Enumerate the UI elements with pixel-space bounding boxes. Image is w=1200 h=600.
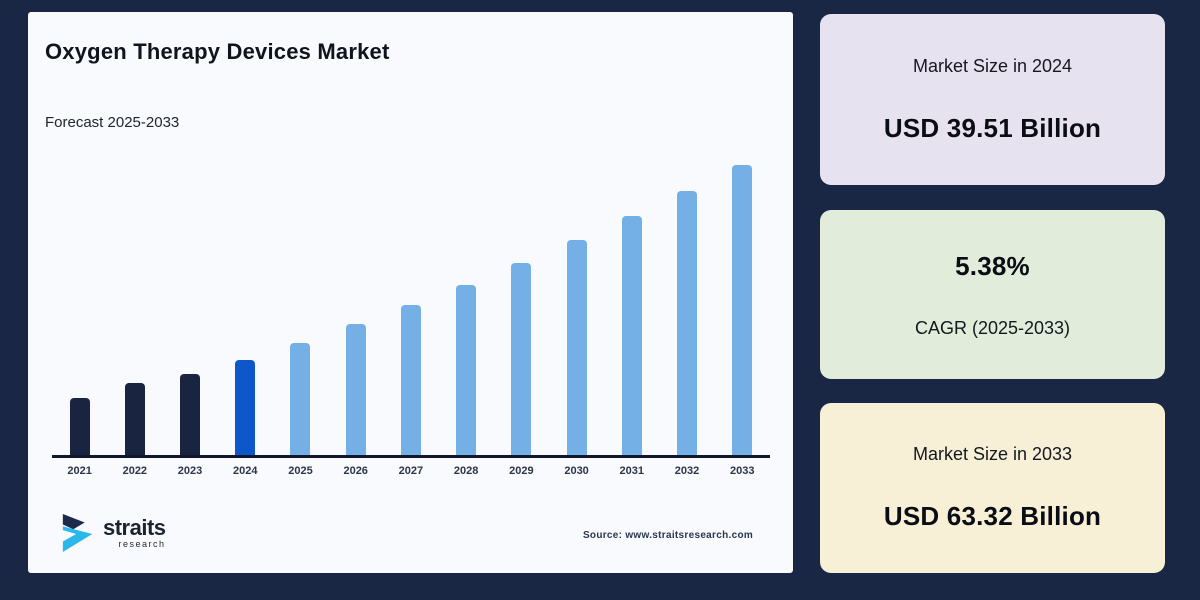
stat-panel-cagr: 5.38% CAGR (2025-2033) bbox=[820, 210, 1165, 379]
x-tick-2023: 2023 bbox=[177, 465, 203, 477]
bar-chart: 2021 2022 2023 2024 2025 2026 2027 2028 2029 2030… bbox=[52, 159, 770, 477]
bar-2023 bbox=[180, 374, 201, 455]
bar-2031 bbox=[621, 216, 642, 455]
bar-2024 bbox=[235, 360, 256, 455]
logo-subtext: research bbox=[118, 539, 166, 549]
x-tick-2024: 2024 bbox=[233, 465, 258, 477]
stat-panel-value: USD 39.51 Billion bbox=[883, 112, 1102, 143]
logo-name: straits bbox=[103, 515, 166, 540]
stat-panel-market-size-2024: Market Size in 2024 USD 39.51 Billion bbox=[820, 14, 1165, 185]
x-tick-2033: 2033 bbox=[729, 465, 755, 477]
chart-card: Oxygen Therapy Devices Market Forecast 2… bbox=[28, 12, 793, 573]
bar-2032 bbox=[677, 191, 698, 455]
bar-2029 bbox=[511, 263, 532, 455]
x-tick-2021: 2021 bbox=[67, 465, 92, 477]
chart-subtitle: Forecast 2025-2033 bbox=[45, 114, 180, 131]
x-tick-2025: 2025 bbox=[288, 465, 313, 477]
bar-2027 bbox=[400, 305, 421, 455]
stat-panel-label: CAGR (2025-2033) bbox=[914, 317, 1071, 338]
bar-2025 bbox=[290, 343, 311, 455]
stat-panel-label: Market Size in 2033 bbox=[912, 444, 1073, 464]
bar-2021 bbox=[69, 398, 90, 455]
stat-panel-label: Market Size in 2024 bbox=[912, 55, 1073, 76]
straits-logo-icon bbox=[62, 514, 93, 552]
stat-panel-value: 5.38% bbox=[955, 250, 1030, 281]
x-tick-2030: 2030 bbox=[564, 465, 589, 477]
x-tick-2028: 2028 bbox=[453, 465, 479, 477]
stat-panel-market-size-2033: Market Size in 2033 USD 63.32 Billion bbox=[820, 403, 1165, 573]
x-tick-2031: 2031 bbox=[619, 465, 645, 477]
bar-2022 bbox=[124, 383, 145, 455]
stat-panel-value: USD 63.32 Billion bbox=[883, 501, 1102, 531]
x-tick-2022: 2022 bbox=[122, 465, 148, 477]
bar-2033 bbox=[732, 165, 753, 455]
x-tick-2026: 2026 bbox=[343, 465, 368, 477]
bar-2030 bbox=[566, 240, 587, 455]
bar-2028 bbox=[456, 285, 477, 455]
x-axis-labels: 2021 2022 2023 2024 2025 2026 2027 2028 2029 2030… bbox=[52, 458, 770, 477]
bar-2026 bbox=[345, 324, 366, 455]
straits-research-logo: straits research bbox=[60, 512, 166, 554]
source-text: Source: www.straitsresearch.com bbox=[582, 530, 754, 541]
bar-plot bbox=[52, 159, 770, 455]
page-title: Oxygen Therapy Devices Market bbox=[45, 39, 390, 64]
x-axis-line bbox=[52, 455, 770, 458]
x-tick-2029: 2029 bbox=[509, 465, 534, 477]
x-tick-2027: 2027 bbox=[398, 465, 424, 477]
x-tick-2032: 2032 bbox=[674, 465, 700, 477]
